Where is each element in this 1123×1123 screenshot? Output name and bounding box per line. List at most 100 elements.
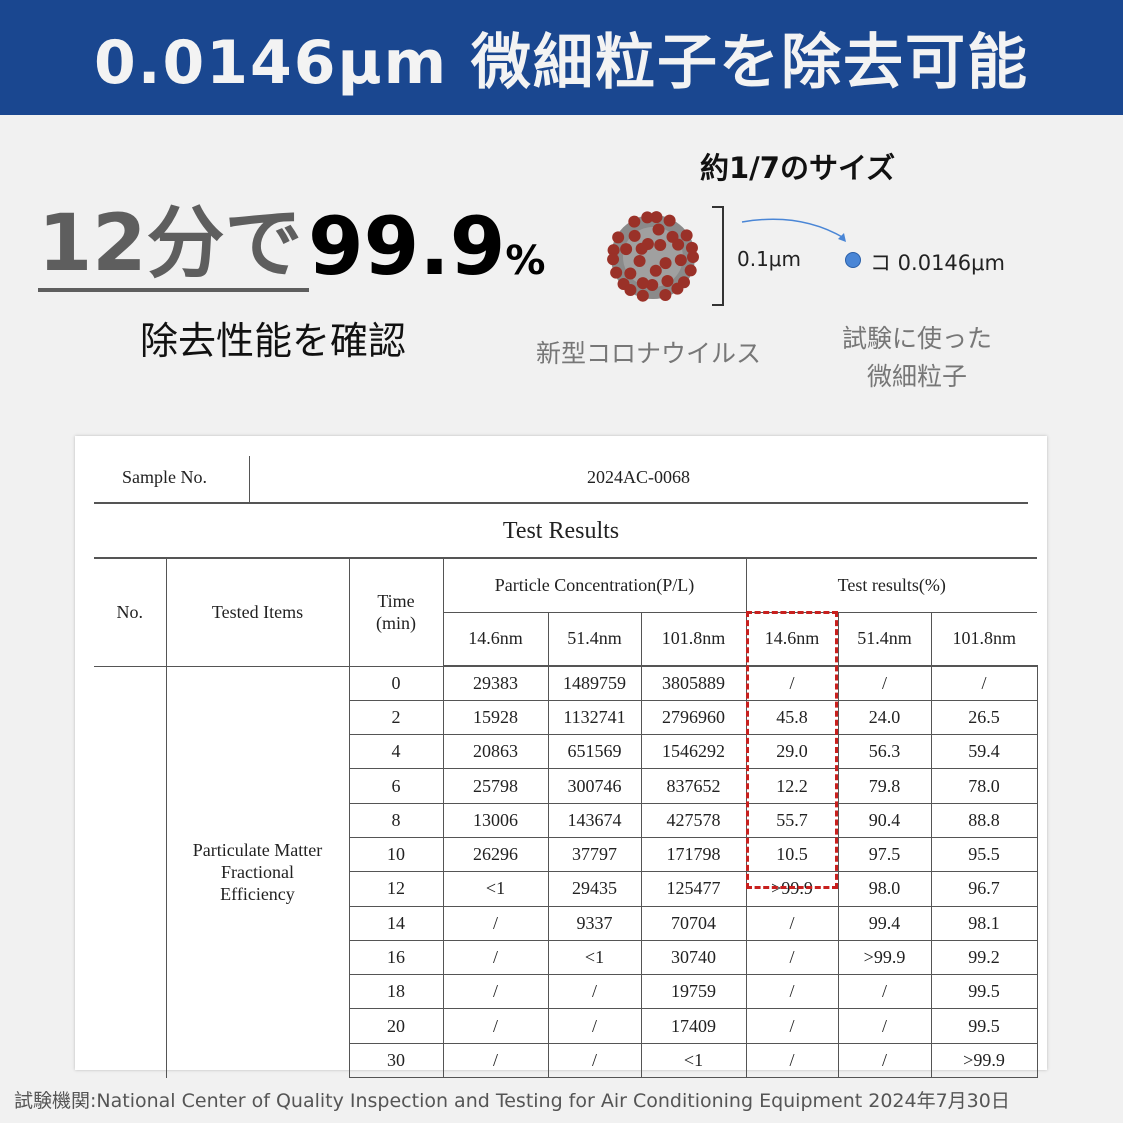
virus-spike (677, 276, 690, 289)
table-cell: 99.5 (930, 1008, 1038, 1044)
table-cell: 37797 (547, 836, 642, 873)
table-cell: 30 (348, 1042, 444, 1079)
testing-institution: 試験機関:National Center of Quality Inspecti… (14, 1090, 1010, 1112)
table-cell: 4 (348, 734, 444, 770)
virus-spike (628, 215, 641, 228)
virus-spike (620, 243, 633, 256)
arrow-icon (741, 218, 846, 242)
table-cell: 99.2 (930, 939, 1038, 976)
virus-spike (672, 238, 685, 251)
highlight-box (746, 611, 838, 889)
title-banner: 0.0146μm 微細粒子を除去可能 (0, 0, 1123, 115)
table-cell: / (547, 1008, 642, 1044)
table-cell: 9337 (547, 905, 642, 941)
virus-spike (654, 239, 667, 252)
virus-spike (687, 251, 699, 263)
virus-spike (649, 264, 662, 277)
table-cell: / (442, 1008, 549, 1044)
table-cell: 99.4 (837, 905, 932, 941)
headline-subtitle: 除去性能を確認 (140, 319, 407, 363)
percent-sign: % (505, 238, 546, 284)
table-cell: / (442, 1042, 549, 1079)
table-cell: 95.5 (930, 836, 1038, 873)
header-size: 14.6nm (442, 611, 549, 667)
table-cell: 18 (348, 974, 444, 1010)
table-row: 20//17409//99.5 (94, 1008, 1038, 1044)
table-cell: 1546292 (640, 734, 747, 770)
virus-size: 0.1μm (737, 247, 802, 271)
header-size: 101.8nm (640, 611, 747, 667)
report-title: Test Results (502, 518, 620, 544)
virus-spike (636, 277, 649, 290)
table-row: Particulate Matter Fractional Efficiency… (94, 665, 1038, 1078)
virus-spike (607, 253, 620, 266)
virus-spike (636, 289, 649, 302)
table-cell: / (442, 974, 549, 1010)
table-cell: 14 (348, 905, 444, 941)
table-cell: 427578 (640, 802, 747, 838)
virus-spike (628, 229, 641, 242)
row-no (94, 665, 167, 1078)
table-cell: 1489759 (547, 665, 642, 701)
percent-number: 99.9 (308, 200, 506, 293)
header-concentration: Particle Concentration(P/L) (442, 557, 747, 613)
table-cell: 99.5 (930, 974, 1038, 1010)
virus-spike (674, 254, 687, 267)
table-cell: 12 (348, 871, 444, 907)
virus-label: 新型コロナウイルス (536, 339, 762, 368)
size-bracket (712, 206, 724, 306)
header-size: 51.4nm (547, 611, 642, 667)
table-cell: / (547, 1042, 642, 1079)
minutes-text: 12分で (38, 200, 309, 292)
size-ratio-label: 約1/7のサイズ (700, 151, 896, 185)
tested-item: Particulate Matter Fractional Efficiency (165, 665, 350, 1078)
table-cell: 143674 (547, 802, 642, 838)
table-cell: 24.0 (837, 699, 932, 736)
virus-spike (607, 244, 620, 257)
particle-size: コ 0.0146μm (870, 251, 1005, 275)
coronavirus-icon (607, 211, 699, 302)
particle-dot-icon (845, 252, 861, 268)
virus-spike (663, 214, 676, 227)
table-cell: / (547, 974, 642, 1010)
table-cell: / (837, 665, 932, 701)
table-cell: 837652 (640, 768, 747, 804)
table-cell: 97.5 (837, 836, 932, 873)
table-cell: / (837, 1008, 932, 1044)
table-cell: 10 (348, 836, 444, 873)
table-cell: / (745, 905, 839, 941)
table-cell: 70704 (640, 905, 747, 941)
table-cell: 78.0 (930, 768, 1038, 804)
header-time: Time (min) (348, 557, 444, 667)
table-cell: 1132741 (547, 699, 642, 736)
header-size: 101.8nm (930, 611, 1037, 667)
table-cell: 15928 (442, 699, 549, 736)
table-cell: 26.5 (930, 699, 1038, 736)
virus-spike (646, 278, 659, 291)
header-no: No. (94, 557, 167, 667)
table-cell: 98.1 (930, 905, 1038, 941)
table-cell: 19759 (640, 974, 747, 1010)
table-cell: / (745, 974, 839, 1010)
sample-row: Sample No. 2024AC-0068 (94, 456, 1028, 504)
virus-spike (633, 254, 646, 267)
table-cell: 29383 (442, 665, 549, 701)
table-row: 4 20863 651569 1546292 29.0 56.3 59.4 (94, 734, 1038, 770)
table-cell: 125477 (640, 871, 747, 907)
table-cell: <1 (547, 939, 642, 976)
virus-spike (661, 274, 674, 287)
table-cell: 2 (348, 699, 444, 736)
virus-spike (641, 211, 654, 224)
virus-spike (684, 264, 697, 277)
table-cell: 16 (348, 939, 444, 976)
table-cell: / (745, 939, 839, 976)
table-row: 30// <1// >99.9 (94, 1042, 1038, 1079)
percent-value: 99.9% (308, 203, 545, 305)
table-cell: 8 (348, 802, 444, 838)
table-cell: 88.8 (930, 802, 1038, 838)
table-cell: / (745, 665, 839, 701)
table-cell: 300746 (547, 768, 642, 804)
table-cell: 13006 (442, 802, 549, 838)
table-cell: / (930, 665, 1038, 701)
table-cell: / (442, 939, 549, 976)
